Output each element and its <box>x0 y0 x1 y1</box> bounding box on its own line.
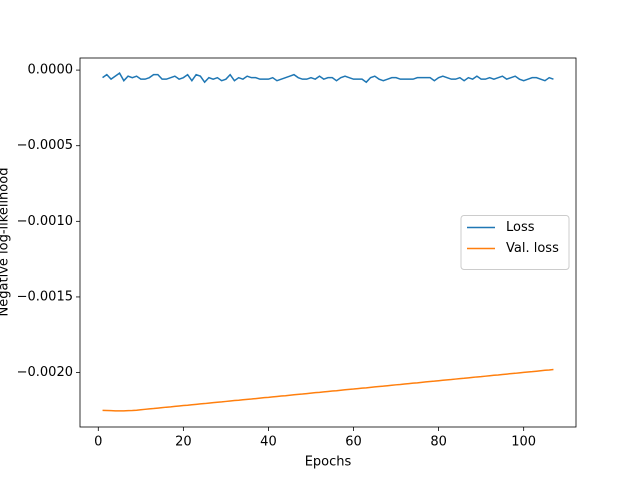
series-line <box>102 368 554 412</box>
y-tick-label: −0.0015 <box>17 289 73 304</box>
plot-frame <box>79 57 577 428</box>
series-line <box>102 72 554 84</box>
y-tick-label: −0.0020 <box>17 365 73 380</box>
x-tick-label: 60 <box>345 435 362 450</box>
legend-label: Loss <box>506 220 535 235</box>
x-tick-label: 80 <box>430 435 447 450</box>
y-tick-label: 0.0000 <box>28 63 74 78</box>
legend-label: Val. loss <box>506 241 559 256</box>
y-axis-label: Negative log-likelihood <box>0 168 12 317</box>
x-tick-label: 20 <box>175 435 192 450</box>
y-tick-label: −0.0010 <box>17 214 73 229</box>
x-axis-label: Epochs <box>305 455 352 470</box>
x-tick-label: 100 <box>511 435 536 450</box>
x-tick-label: 0 <box>94 435 102 450</box>
y-tick-label: −0.0005 <box>17 138 73 153</box>
legend: Loss Val. loss <box>460 215 570 270</box>
legend-box <box>460 215 570 270</box>
x-tick-label: 40 <box>260 435 277 450</box>
